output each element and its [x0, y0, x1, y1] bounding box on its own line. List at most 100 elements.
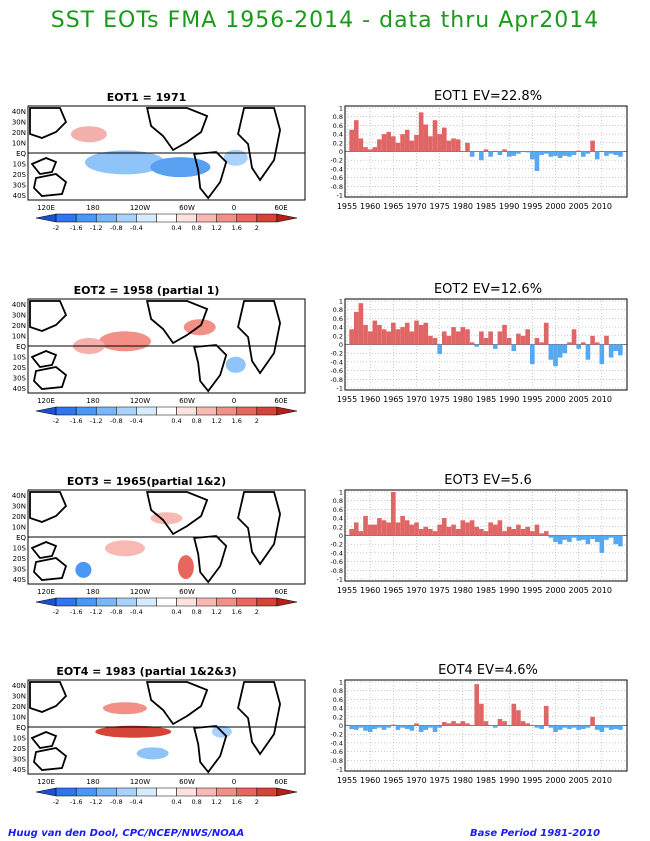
y-tick-label: 0.2 — [333, 332, 343, 340]
colorbar-tick-label: 1.2 — [212, 224, 222, 232]
lat-label: 10S — [13, 545, 27, 553]
anomaly-patch — [84, 150, 165, 175]
bar — [469, 342, 475, 345]
x-tick-label: 2000 — [545, 586, 565, 595]
y-tick-label: 0.4 — [333, 324, 343, 332]
colorbar-tick-label: 1.6 — [232, 224, 242, 232]
bar — [372, 524, 378, 536]
eot-map-panel-2: EOT2 = 1958 (partial 1) 40N 30N 20N 10N EQ 10S… — [12, 284, 306, 425]
lat-label: EQ — [16, 150, 26, 158]
colorbar-swatch — [216, 597, 238, 607]
y-tick-label: 0 — [339, 148, 343, 156]
bar — [418, 725, 424, 733]
y-tick-label: -1 — [337, 385, 343, 393]
x-tick-label: 1980 — [453, 776, 473, 785]
anomaly-patch — [95, 725, 172, 738]
bar — [446, 335, 452, 345]
colorbar-swatch — [35, 406, 57, 416]
bar — [576, 344, 581, 349]
lat-label: 40S — [13, 766, 27, 774]
bar — [571, 535, 577, 538]
bar — [534, 725, 540, 728]
lat-label: 10N — [12, 140, 26, 148]
bar — [455, 528, 461, 536]
bar — [483, 337, 489, 345]
bar — [562, 151, 568, 156]
y-tick-label: -0.8 — [330, 757, 343, 765]
anomaly-patch — [70, 126, 107, 143]
bar — [608, 535, 614, 538]
bar — [562, 535, 568, 540]
lat-label: 40N — [12, 492, 26, 500]
lon-label: 0 — [232, 397, 236, 405]
bar — [404, 725, 410, 729]
x-tick-label: 1975 — [429, 202, 449, 211]
eot-map-panel-1: EOT1 = 1971 40N 30N 20N 10N EQ 10S 20S 30S 40S 120… — [12, 91, 306, 232]
bar — [381, 134, 387, 152]
lat-label: 20S — [13, 745, 27, 753]
y-tick-label: 0.4 — [333, 705, 343, 713]
y-tick-label: 0.4 — [333, 515, 343, 523]
bar — [474, 684, 480, 726]
anomaly-patch — [177, 555, 194, 580]
colorbar-swatch — [276, 597, 298, 607]
x-tick-label: 1960 — [360, 202, 380, 211]
bar — [525, 329, 531, 345]
colorbar-swatch — [55, 406, 77, 416]
lon-label: 120W — [130, 778, 150, 786]
bar — [353, 725, 359, 730]
bar — [516, 524, 521, 536]
bar — [599, 344, 605, 365]
bar — [409, 140, 415, 152]
lat-label: 10N — [12, 714, 26, 722]
lat-label: 10N — [12, 333, 26, 341]
colorbar-tick-label: 1.2 — [212, 417, 222, 425]
x-tick-label: 1980 — [453, 202, 473, 211]
lat-label: EQ — [16, 724, 26, 732]
bar — [441, 518, 447, 536]
colorbar-tick-label: -0.8 — [110, 417, 123, 425]
bar — [395, 522, 401, 536]
bar — [576, 150, 581, 152]
bar — [534, 524, 540, 536]
bar — [423, 124, 429, 152]
colorbar-tick-label: 2 — [255, 608, 259, 616]
lon-label: 180 — [86, 778, 99, 786]
chart-title: EOT1 EV=22.8% — [434, 89, 542, 104]
bar — [516, 151, 521, 154]
y-tick-label: -0.4 — [330, 165, 343, 173]
bar — [516, 710, 521, 726]
bar — [437, 134, 442, 152]
x-tick-label: 1965 — [383, 395, 403, 404]
bar — [363, 324, 368, 345]
land-outline — [193, 344, 228, 393]
bar — [613, 535, 619, 545]
bar — [409, 725, 415, 731]
lat-label: 40N — [12, 682, 26, 690]
bar — [539, 342, 544, 345]
bar — [455, 331, 461, 345]
bar — [562, 725, 568, 728]
bar — [525, 151, 531, 153]
lon-label: 60W — [179, 588, 195, 596]
colorbar-tick-label: -0.4 — [130, 608, 143, 616]
colorbar-tick-label: -0.8 — [110, 224, 123, 232]
bar — [418, 528, 424, 536]
colorbar-swatch — [116, 406, 137, 416]
colorbar-tick-label: 0.8 — [191, 224, 201, 232]
land-outline — [193, 535, 228, 584]
bar — [428, 725, 433, 728]
colorbar-swatch — [136, 597, 157, 607]
bar — [465, 522, 470, 536]
base-period-text: Base Period 1981-2010 — [470, 828, 601, 839]
bar — [548, 535, 554, 538]
lat-label: 30N — [12, 312, 26, 320]
bar — [567, 725, 572, 729]
bar — [557, 151, 563, 159]
bar — [594, 535, 600, 543]
map-title: EOT2 = 1958 (partial 1) — [74, 284, 220, 297]
colorbar-swatch — [236, 597, 258, 607]
bar — [386, 725, 392, 728]
bar — [395, 329, 401, 345]
